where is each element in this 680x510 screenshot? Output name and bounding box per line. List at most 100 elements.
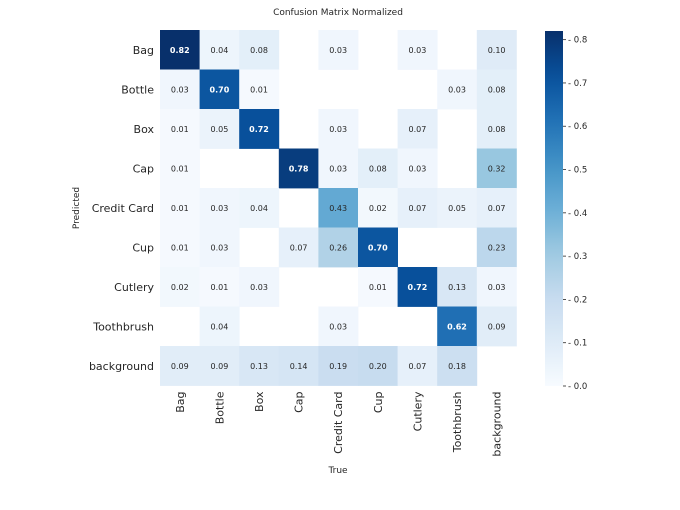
cell-value-label: 0.03 bbox=[329, 322, 347, 331]
row-label-cutlery: Cutlery bbox=[114, 281, 154, 294]
heatmap-cell-toothbrush-credit-card bbox=[318, 306, 359, 347]
cell-value-label: 0.03 bbox=[408, 164, 426, 173]
row-label-bottle: Bottle bbox=[121, 83, 154, 96]
heatmap-cell-toothbrush-toothbrush bbox=[437, 306, 478, 347]
heatmap-cell-cap-cutlery bbox=[397, 148, 438, 189]
heatmap-cell-cutlery-cutlery bbox=[397, 267, 438, 307]
heatmap-cell-cap-credit-card bbox=[318, 148, 359, 189]
heatmap-cell-bottle-background bbox=[476, 69, 517, 110]
cell-value-label: 0.26 bbox=[329, 243, 347, 252]
cell-value-label: 0.02 bbox=[171, 283, 189, 292]
heatmap-cell-credit-card-background bbox=[476, 188, 517, 228]
cell-value-label: 0.07 bbox=[488, 204, 506, 213]
cell-value-label: 0.01 bbox=[171, 164, 189, 173]
heatmap-cells bbox=[160, 30, 517, 386]
heatmap-cell-bottle-bottle bbox=[199, 69, 240, 110]
heatmap-cell-bottle-bag bbox=[160, 69, 200, 110]
heatmap-cell-cutlery-bag bbox=[160, 267, 200, 307]
col-label-credit-card: Credit Card bbox=[332, 392, 345, 454]
heatmap-cell-background-bottle bbox=[199, 346, 240, 386]
cell-value-label: 0.20 bbox=[369, 362, 387, 371]
heatmap-cell-box-bag bbox=[160, 109, 200, 149]
heatmap-cell-cup-credit-card bbox=[318, 227, 359, 268]
col-label-cap: Cap bbox=[293, 391, 306, 412]
colorbar-tick-label: - 0.7 bbox=[568, 79, 587, 89]
heatmap-cell-cutlery-background bbox=[476, 267, 517, 307]
heatmap-cell-toothbrush-background bbox=[476, 306, 517, 347]
cell-value-label: 0.07 bbox=[408, 204, 426, 213]
heatmap-cell-toothbrush-bottle bbox=[199, 306, 240, 347]
heatmap-cell-credit-card-cutlery bbox=[397, 188, 438, 228]
colorbar-tick-label: - 0.6 bbox=[568, 122, 587, 132]
row-label-background: background bbox=[89, 360, 154, 373]
heatmap-cell-cap-bag bbox=[160, 148, 200, 189]
heatmap-cell-credit-card-bottle bbox=[199, 188, 240, 228]
cell-value-label: 0.01 bbox=[369, 283, 387, 292]
heatmap-cell-cutlery-box bbox=[239, 267, 280, 307]
heatmap-cell-background-bag bbox=[160, 346, 200, 386]
column-labels: Bag Bottle Box Cap Credit Card Cup Cutlery Toot… bbox=[174, 391, 504, 457]
cell-value-label: 0.03 bbox=[210, 204, 228, 213]
col-label-toothbrush: Toothbrush bbox=[451, 391, 464, 453]
cell-value-label: 0.03 bbox=[408, 46, 426, 55]
cell-value-label: 0.32 bbox=[488, 164, 506, 173]
heatmap-cell-bottle-box bbox=[239, 69, 280, 110]
heatmap-cell-cap-background bbox=[476, 148, 517, 189]
heatmap-cell-bottle-toothbrush bbox=[437, 69, 478, 110]
heatmap-cell-credit-card-toothbrush bbox=[437, 188, 478, 228]
row-label-cap: Cap bbox=[133, 162, 154, 175]
row-label-toothbrush: Toothbrush bbox=[92, 320, 154, 333]
col-label-box: Box bbox=[253, 391, 266, 412]
col-label-bag: Bag bbox=[174, 392, 187, 413]
heatmap-cell-bag-bottle bbox=[199, 30, 240, 70]
heatmap-value-labels: 0.82 0.04 0.08 0.03 0.03 0.10 0.03 0.70 0.01 0.03… bbox=[170, 46, 506, 371]
heatmap-cell-bag-cutlery bbox=[397, 30, 438, 70]
col-label-bottle: Bottle bbox=[213, 391, 226, 424]
heatmap-cell-cutlery-bottle bbox=[199, 267, 240, 307]
cell-value-label: 0.01 bbox=[210, 283, 228, 292]
cell-value-label: 0.02 bbox=[369, 204, 387, 213]
cell-value-label: 0.01 bbox=[171, 243, 189, 252]
heatmap-cell-cup-cap bbox=[278, 227, 319, 268]
row-label-bag: Bag bbox=[133, 44, 154, 57]
cell-value-label: 0.05 bbox=[448, 204, 466, 213]
cell-value-label: 0.08 bbox=[488, 85, 506, 94]
cell-value-label: 0.70 bbox=[210, 85, 230, 94]
heatmap-cell-bag-bag bbox=[160, 30, 200, 70]
heatmap-cell-box-credit-card bbox=[318, 109, 359, 149]
row-label-credit-card: Credit Card bbox=[92, 202, 154, 215]
cell-value-label: 0.08 bbox=[250, 46, 268, 55]
heatmap-cell-cap-cap bbox=[278, 148, 319, 189]
heatmap-cell-box-cutlery bbox=[397, 109, 438, 149]
y-axis-label: Predicted bbox=[72, 187, 82, 229]
cell-value-label: 0.72 bbox=[249, 125, 269, 134]
cell-value-label: 0.43 bbox=[329, 204, 347, 213]
heatmap-cell-credit-card-credit-card bbox=[318, 188, 359, 228]
cell-value-label: 0.03 bbox=[329, 46, 347, 55]
heatmap-cell-cutlery-cup bbox=[358, 267, 398, 307]
cell-value-label: 0.62 bbox=[447, 322, 467, 331]
cell-value-label: 0.09 bbox=[210, 362, 228, 371]
cell-value-label: 0.19 bbox=[329, 362, 347, 371]
cell-value-label: 0.13 bbox=[448, 283, 466, 292]
heatmap-cell-credit-card-bag bbox=[160, 188, 200, 228]
cell-value-label: 0.09 bbox=[171, 362, 189, 371]
x-axis-label: True bbox=[327, 466, 348, 476]
heatmap-cell-cutlery-toothbrush bbox=[437, 267, 478, 307]
cell-value-label: 0.13 bbox=[250, 362, 268, 371]
heatmap-cell-bag-credit-card bbox=[318, 30, 359, 70]
cell-value-label: 0.82 bbox=[170, 46, 190, 55]
heatmap-cell-background-cup bbox=[358, 346, 398, 386]
row-labels: Bag Bottle Box Cap Credit Card Cup Cutlery Toot… bbox=[89, 44, 155, 373]
cell-value-label: 0.03 bbox=[329, 125, 347, 134]
col-label-cup: Cup bbox=[372, 391, 385, 413]
row-label-cup: Cup bbox=[132, 241, 154, 254]
cell-value-label: 0.03 bbox=[210, 243, 228, 252]
heatmap-cell-box-box bbox=[239, 109, 280, 149]
heatmap-cell-cup-cup bbox=[358, 227, 398, 268]
colorbar-tick-label: - 0.8 bbox=[568, 36, 587, 46]
heatmap-cell-bag-box bbox=[239, 30, 280, 70]
heatmap-cell-bag-background bbox=[476, 30, 517, 70]
cell-value-label: 0.07 bbox=[290, 243, 308, 252]
